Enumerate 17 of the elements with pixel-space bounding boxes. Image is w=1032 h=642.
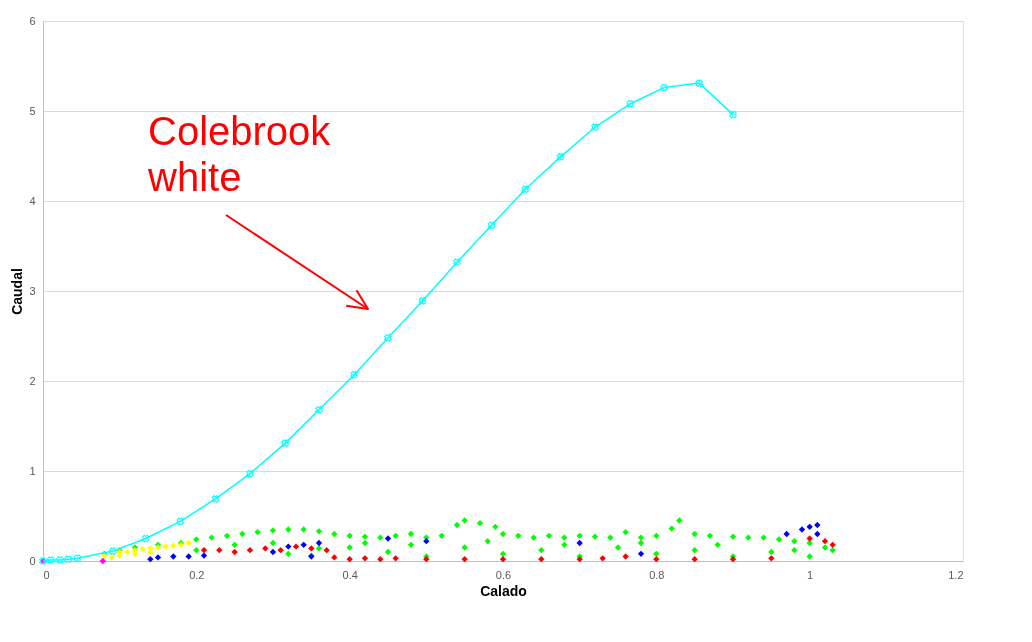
y-tick-label: 2 — [29, 374, 36, 387]
x-tick-label: 1 — [807, 568, 814, 581]
y-tick-label: 6 — [29, 14, 36, 27]
x-axis-title: Calado — [480, 582, 527, 599]
x-tick-label: 0.6 — [495, 568, 512, 581]
y-tick-label: 5 — [29, 104, 36, 117]
x-tick-label: 1.2 — [948, 568, 964, 581]
annotation: Colebrook white — [147, 109, 332, 199]
y-tick-label: 3 — [29, 284, 36, 297]
y-tick-label: 1 — [29, 464, 36, 477]
x-tick-label: 0 — [43, 568, 50, 581]
y-tick-label: 0 — [29, 554, 36, 567]
x-tick-label: 0.8 — [649, 568, 665, 581]
x-tick-label: 0.4 — [342, 568, 358, 581]
x-tick-label: 0.2 — [189, 568, 205, 581]
y-axis-title: Caudal — [9, 268, 26, 315]
y-tick-label: 4 — [29, 194, 36, 207]
